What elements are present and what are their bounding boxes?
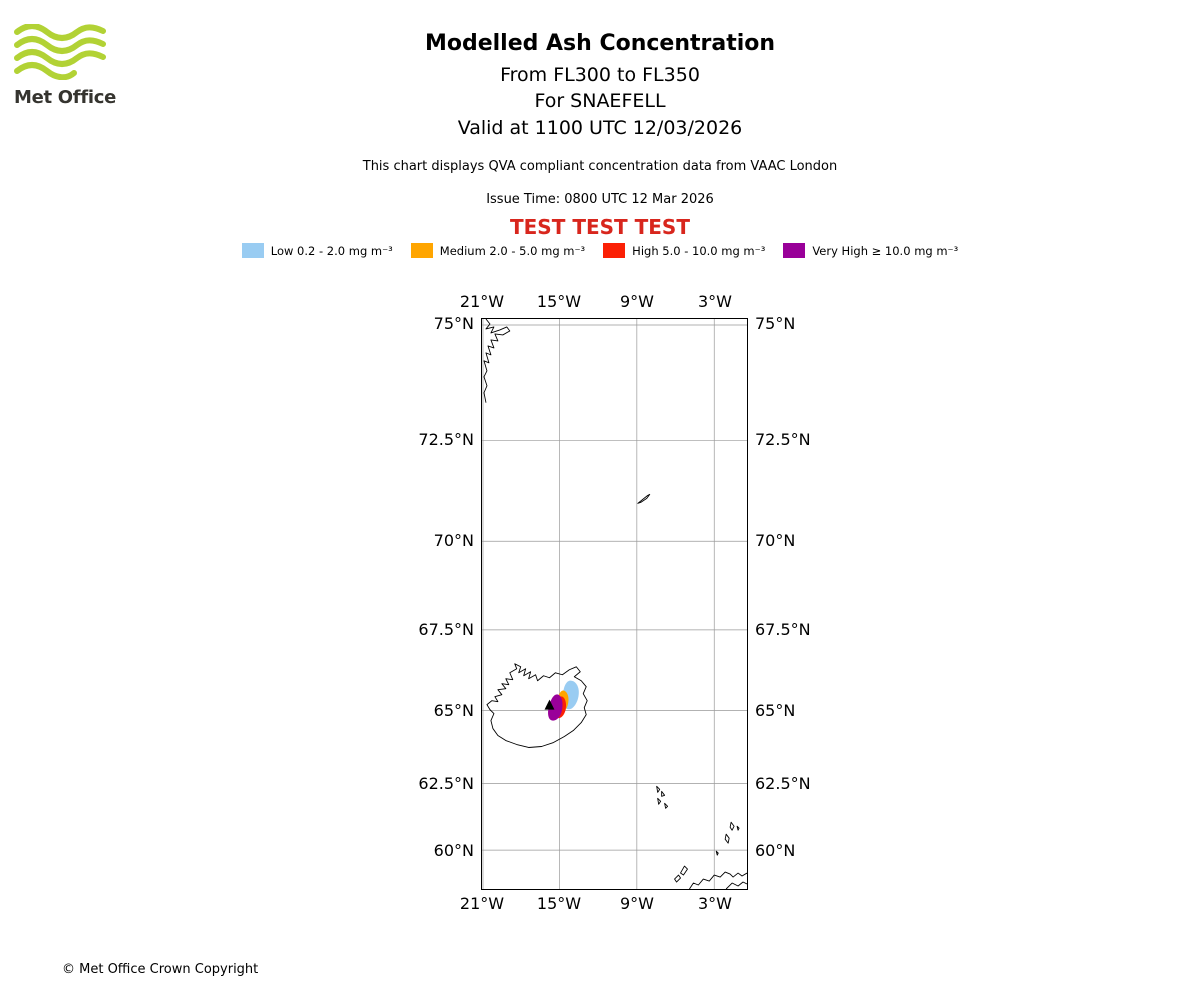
lat-tick-right-67-5: 67.5°N bbox=[755, 620, 811, 639]
lat-tick-right-62-5: 62.5°N bbox=[755, 774, 811, 793]
qva-description: This chart displays QVA compliant concen… bbox=[362, 159, 838, 174]
lat-tick-right-70: 70°N bbox=[755, 531, 796, 550]
jan-mayen-island bbox=[637, 493, 651, 504]
legend-label-low: Low 0.2 - 2.0 mg m⁻³ bbox=[270, 243, 393, 258]
subtitle-volcano: For SNAEFELL bbox=[534, 90, 666, 112]
met-office-logo: Met Office bbox=[14, 23, 134, 108]
lat-tick-right-60: 60°N bbox=[755, 841, 796, 860]
legend-swatch-medium bbox=[410, 243, 433, 258]
legend-item-very-high: Very High ≥ 10.0 mg m⁻³ bbox=[783, 243, 958, 258]
lon-tick-top-9w: 9°W bbox=[620, 292, 654, 311]
lon-tick-bottom-3w: 3°W bbox=[698, 894, 732, 913]
legend-label-high: High 5.0 - 10.0 mg m⁻³ bbox=[632, 243, 766, 258]
legend-swatch-very-high bbox=[783, 243, 806, 258]
ash-contour-very-high bbox=[548, 694, 563, 721]
graticule-grid bbox=[482, 319, 747, 889]
volcano-marker bbox=[544, 699, 555, 710]
lon-tick-bottom-21w: 21°W bbox=[459, 894, 505, 913]
lat-tick-left-62-5: 62.5°N bbox=[418, 774, 474, 793]
greenland-coastline bbox=[483, 319, 511, 403]
logo-text: Met Office bbox=[14, 87, 117, 108]
page-title: Modelled Ash Concentration bbox=[424, 31, 776, 56]
lon-tick-top-3w: 3°W bbox=[698, 292, 732, 311]
legend-swatch-high bbox=[603, 243, 626, 258]
lat-tick-left-67-5: 67.5°N bbox=[418, 620, 474, 639]
subtitle-flight-levels: From FL300 to FL350 bbox=[500, 64, 700, 86]
lat-tick-left-72-5: 72.5°N bbox=[418, 430, 474, 449]
legend: Low 0.2 - 2.0 mg m⁻³ Medium 2.0 - 5.0 mg… bbox=[0, 243, 1200, 258]
legend-swatch-low bbox=[241, 243, 264, 258]
faroe-islands bbox=[656, 785, 669, 809]
copyright-notice: © Met Office Crown Copyright bbox=[62, 962, 259, 977]
legend-item-low: Low 0.2 - 2.0 mg m⁻³ bbox=[241, 243, 393, 258]
lon-tick-bottom-15w: 15°W bbox=[536, 894, 582, 913]
lat-tick-left-65: 65°N bbox=[433, 701, 474, 720]
issue-time: Issue Time: 0800 UTC 12 Mar 2026 bbox=[486, 192, 714, 207]
scotland-coastline bbox=[674, 865, 747, 889]
lat-tick-right-75: 75°N bbox=[755, 314, 796, 333]
test-banner: TEST TEST TEST bbox=[510, 215, 690, 239]
coastlines bbox=[483, 319, 747, 889]
map bbox=[481, 318, 748, 890]
logo-waves-icon bbox=[14, 23, 106, 81]
lat-tick-right-65: 65°N bbox=[755, 701, 796, 720]
shetland-islands bbox=[715, 821, 740, 856]
legend-item-high: High 5.0 - 10.0 mg m⁻³ bbox=[603, 243, 765, 258]
lon-tick-top-15w: 15°W bbox=[536, 292, 582, 311]
legend-label-medium: Medium 2.0 - 5.0 mg m⁻³ bbox=[439, 243, 586, 258]
lat-tick-right-72-5: 72.5°N bbox=[755, 430, 811, 449]
iceland-coastline bbox=[486, 663, 588, 748]
lat-tick-left-60: 60°N bbox=[433, 841, 474, 860]
lon-tick-top-21w: 21°W bbox=[459, 292, 505, 311]
subtitle-valid-time: Valid at 1100 UTC 12/03/2026 bbox=[457, 117, 743, 139]
ash-contours bbox=[544, 680, 579, 721]
map-canvas bbox=[482, 319, 747, 889]
legend-item-medium: Medium 2.0 - 5.0 mg m⁻³ bbox=[410, 243, 586, 258]
lat-tick-left-70: 70°N bbox=[433, 531, 474, 550]
lat-tick-left-75: 75°N bbox=[433, 314, 474, 333]
lon-tick-bottom-9w: 9°W bbox=[620, 894, 654, 913]
legend-label-very-high: Very High ≥ 10.0 mg m⁻³ bbox=[812, 243, 959, 258]
